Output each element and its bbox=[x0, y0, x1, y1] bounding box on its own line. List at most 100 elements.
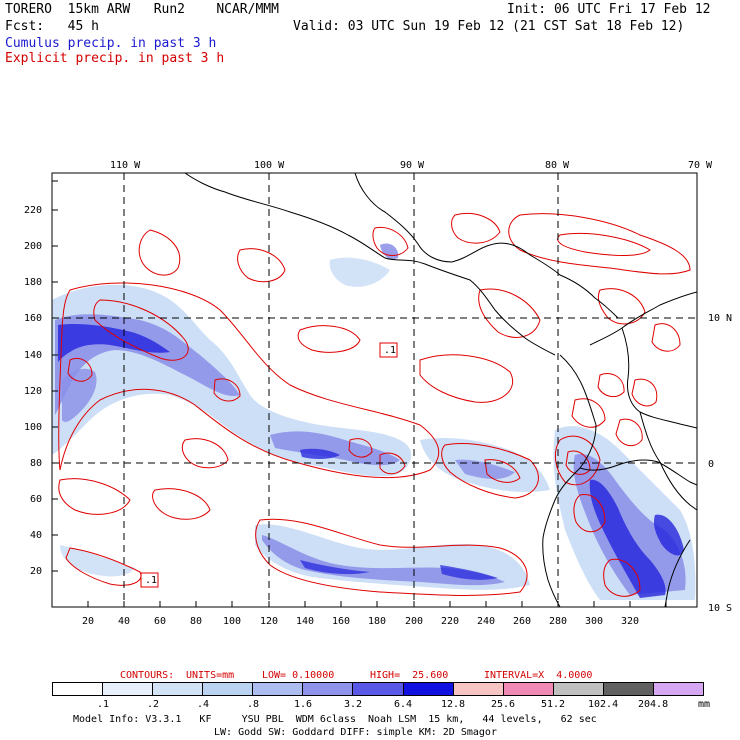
axis-ticks bbox=[52, 180, 667, 607]
cumulus-area-west-edge bbox=[62, 368, 97, 423]
y-tick-label: 140 bbox=[24, 350, 43, 361]
lat-label-10n: 10 N bbox=[708, 313, 733, 324]
contour-line bbox=[58, 478, 131, 515]
contours-low: LOW= 0.10000 bbox=[262, 670, 335, 681]
lon-label-100w: 100 W bbox=[254, 160, 285, 171]
colorbar-label: 51.2 bbox=[541, 699, 566, 710]
colorbar-label: .2 bbox=[147, 699, 160, 710]
colorbar-label: .8 bbox=[247, 699, 260, 710]
colorbar-label: 204.8 bbox=[638, 699, 669, 710]
contour-line bbox=[152, 488, 211, 520]
x-tick-label: 160 bbox=[332, 616, 351, 627]
x-tick-label: 200 bbox=[405, 616, 424, 627]
x-tick-label: 320 bbox=[621, 616, 640, 627]
cumulus-precip-areas bbox=[52, 243, 696, 600]
colorbar-label: 25.6 bbox=[491, 699, 516, 710]
contour-line bbox=[603, 558, 641, 597]
colorbar-bin bbox=[53, 683, 104, 695]
colorbar-label: 1.6 bbox=[294, 699, 313, 710]
explicit-precip-contours bbox=[58, 213, 691, 597]
colorbar-bin bbox=[453, 683, 504, 695]
y-tick-label: 20 bbox=[30, 566, 43, 577]
x-tick-label: 280 bbox=[549, 616, 568, 627]
colorbar-label: 6.4 bbox=[394, 699, 413, 710]
contour-line bbox=[615, 418, 643, 447]
coastline-yucatan-gulf bbox=[354, 173, 619, 319]
graticule bbox=[52, 173, 697, 607]
cumulus-area-south-band-core bbox=[300, 560, 370, 575]
contour-line bbox=[237, 248, 286, 283]
contour-line bbox=[67, 357, 93, 382]
colorbar-bin bbox=[553, 683, 604, 695]
cumulus-area-central-core bbox=[300, 448, 340, 460]
colorbar-bin bbox=[403, 683, 454, 695]
x-tick-label: 260 bbox=[513, 616, 532, 627]
cumulus-area-southeast-core bbox=[589, 479, 666, 598]
init-time: Init: 06 UTC Fri 17 Feb 12 bbox=[507, 2, 711, 17]
colorbar bbox=[52, 682, 704, 696]
lat-label-10s: 10 S bbox=[708, 603, 733, 614]
colorbar-bin bbox=[353, 683, 404, 695]
border-peru-bolivia bbox=[664, 539, 691, 607]
y-tick-label: 120 bbox=[24, 386, 43, 397]
contour-line bbox=[508, 213, 691, 275]
contour-line bbox=[478, 288, 541, 338]
x-tick-label: 140 bbox=[296, 616, 315, 627]
x-tick-label: 220 bbox=[441, 616, 460, 627]
y-tick-label: 80 bbox=[30, 458, 43, 469]
cumulus-area-south-band-core-east bbox=[440, 565, 498, 580]
colorbar-bin bbox=[253, 683, 304, 695]
x-tick-label: 240 bbox=[477, 616, 496, 627]
border-peru-brazil bbox=[639, 411, 697, 511]
model-title: TORERO 15km ARW Run2 NCAR/MMM bbox=[5, 2, 279, 17]
colorbar-bin bbox=[203, 683, 254, 695]
forecast-hour: Fcst: 45 h bbox=[5, 19, 99, 34]
contour-label-box bbox=[140, 572, 159, 588]
contour-line bbox=[297, 325, 361, 353]
colorbar-label: 12.8 bbox=[441, 699, 466, 710]
contour-line bbox=[138, 229, 181, 276]
contours-units: UNITS=mm bbox=[186, 670, 235, 681]
coastline-caribbean-sa bbox=[589, 291, 697, 346]
contour-label-box bbox=[379, 342, 398, 358]
contour-line bbox=[348, 438, 373, 458]
cumulus-legend-label: Cumulus precip. in past 3 h bbox=[5, 36, 217, 51]
x-tick-label: 300 bbox=[585, 616, 604, 627]
x-tick-label: 60 bbox=[154, 616, 167, 627]
y-tick-label: 220 bbox=[24, 205, 43, 216]
contour-line bbox=[58, 282, 440, 478]
x-tick-label: 180 bbox=[368, 616, 387, 627]
contour-line bbox=[372, 226, 409, 256]
x-tick-label: 120 bbox=[260, 616, 279, 627]
cumulus-area-north bbox=[329, 257, 390, 287]
y-tick-label: 200 bbox=[24, 241, 43, 252]
contours-high: HIGH= 25.600 bbox=[370, 670, 449, 681]
coastline-mexico-central-america bbox=[184, 173, 556, 356]
contour-line bbox=[379, 452, 406, 475]
contour-line bbox=[573, 494, 606, 533]
lon-label-70w: 70 W bbox=[688, 160, 713, 171]
contour-line bbox=[557, 232, 651, 256]
x-tick-label: 40 bbox=[118, 616, 131, 627]
cumulus-area-small-sw bbox=[60, 545, 135, 577]
contour-line bbox=[554, 435, 601, 486]
contour-line bbox=[93, 299, 189, 361]
y-tick-label: 60 bbox=[30, 494, 43, 505]
y-tick-label: 160 bbox=[24, 313, 43, 324]
colorbar-bin bbox=[103, 683, 154, 695]
contour-line bbox=[181, 438, 229, 469]
contour-line bbox=[441, 442, 539, 499]
cumulus-area-nw-core bbox=[58, 323, 170, 362]
lon-label-110w: 110 W bbox=[110, 160, 141, 171]
colorbar-bin bbox=[153, 683, 204, 695]
colorbar-bin bbox=[503, 683, 554, 695]
lat-label-0: 0 bbox=[708, 459, 715, 470]
contour-line bbox=[631, 378, 658, 407]
contour-line bbox=[419, 354, 513, 403]
cumulus-area-central bbox=[270, 431, 400, 466]
lon-label-80w: 80 W bbox=[545, 160, 570, 171]
x-tick-label: 80 bbox=[190, 616, 203, 627]
contours-label: CONTOURS: bbox=[120, 670, 175, 681]
contour-line bbox=[213, 378, 241, 402]
